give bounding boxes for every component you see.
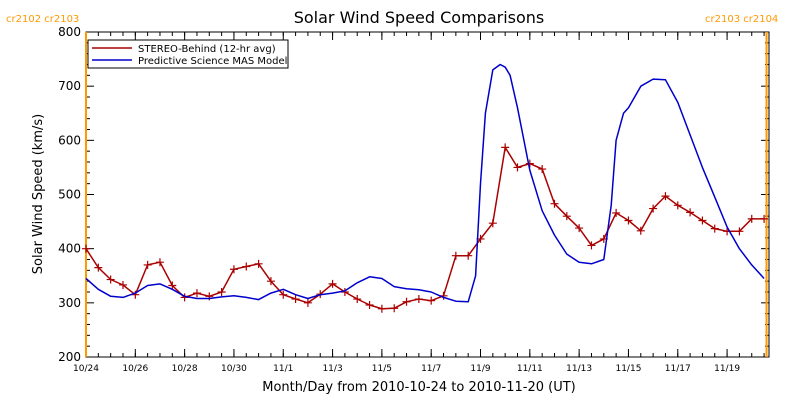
data-point [587,241,596,250]
x-tick-label: 10/30 [221,364,247,374]
x-axis-label: Month/Day from 2010-10-24 to 2010-11-20 … [262,380,575,395]
data-point [710,224,719,233]
y-tick-label: 400 [58,242,81,256]
x-tick-label: 11/7 [421,364,441,374]
data-point [501,143,510,152]
x-tick-label: 11/17 [665,364,691,374]
x-tick-label: 11/1 [273,364,293,374]
data-point [217,288,226,296]
series-line-0 [85,146,765,310]
x-tick-label: 11/3 [322,364,342,374]
data-point [118,280,127,289]
x-tick-label: 11/15 [615,364,641,374]
data-point [242,262,251,271]
data-point [698,216,707,225]
data-point [525,159,534,168]
data-point [106,275,115,284]
data-point [168,281,177,290]
y-tick-label: 500 [58,188,81,202]
data-point [488,219,497,228]
data-point [451,251,460,260]
data-point [747,214,756,223]
legend: STEREO-Behind (12-hr avg) Predictive Sci… [87,39,289,69]
data-point [155,258,164,267]
data-point [612,208,621,217]
data-point [636,226,645,235]
y-tick-label: 800 [58,25,81,39]
x-tick-label: 10/28 [172,364,198,374]
data-point [550,199,559,208]
x-tick-label: 11/13 [566,364,592,374]
y-tick-label: 700 [58,79,81,93]
data-point [229,265,238,274]
data-point [562,212,571,221]
data-point [303,298,312,307]
cr-annotation-right: cr2103 cr2104 [705,14,778,25]
y-tick-label: 600 [58,133,81,147]
data-point [513,163,522,172]
data-point [575,224,584,233]
data-point [649,204,658,213]
data-point [402,297,411,306]
x-tick-label: 10/26 [122,364,148,374]
y-tick-label: 300 [58,296,81,310]
x-tick-label: 11/9 [470,364,490,374]
data-point [365,301,374,309]
data-point [760,214,769,223]
data-point [94,263,103,272]
data-point [192,289,201,298]
data-point [143,260,152,269]
y-axis-label: Solar Wind Speed (km/s) [31,114,46,274]
data-point [673,201,682,210]
data-point [377,304,386,313]
data-point [82,244,90,253]
x-tick-label: 10/24 [73,364,99,374]
legend-label-mas: Predictive Science MAS Model [138,56,287,67]
series-line-1 [85,63,765,303]
plot-area: 200 300 400 500 600 700 800 10/24 10/26 10/28 10/3… [58,25,770,374]
x-tick-label: 11/5 [372,364,392,374]
y-tick-label: 200 [58,350,81,364]
data-point [266,277,275,286]
data-point [414,295,423,304]
data-point [735,227,744,236]
chart-title: Solar Wind Speed Comparisons [294,8,545,27]
legend-box [87,39,289,69]
data-point [661,192,670,201]
data-point [624,216,633,225]
data-point [427,296,436,305]
data-point [254,259,263,268]
data-point [279,290,288,299]
x-tick-label: 11/19 [714,364,740,374]
data-point [291,295,300,304]
data-point [328,279,337,288]
data-point [464,251,473,260]
data-point [390,304,399,313]
legend-label-stereo: STEREO-Behind (12-hr avg) [138,44,276,55]
x-tick-label: 11/11 [517,364,543,374]
data-point [538,165,547,174]
data-point [686,208,695,217]
cr-annotation-left: cr2102 cr2103 [6,14,79,25]
data-point [353,295,362,304]
